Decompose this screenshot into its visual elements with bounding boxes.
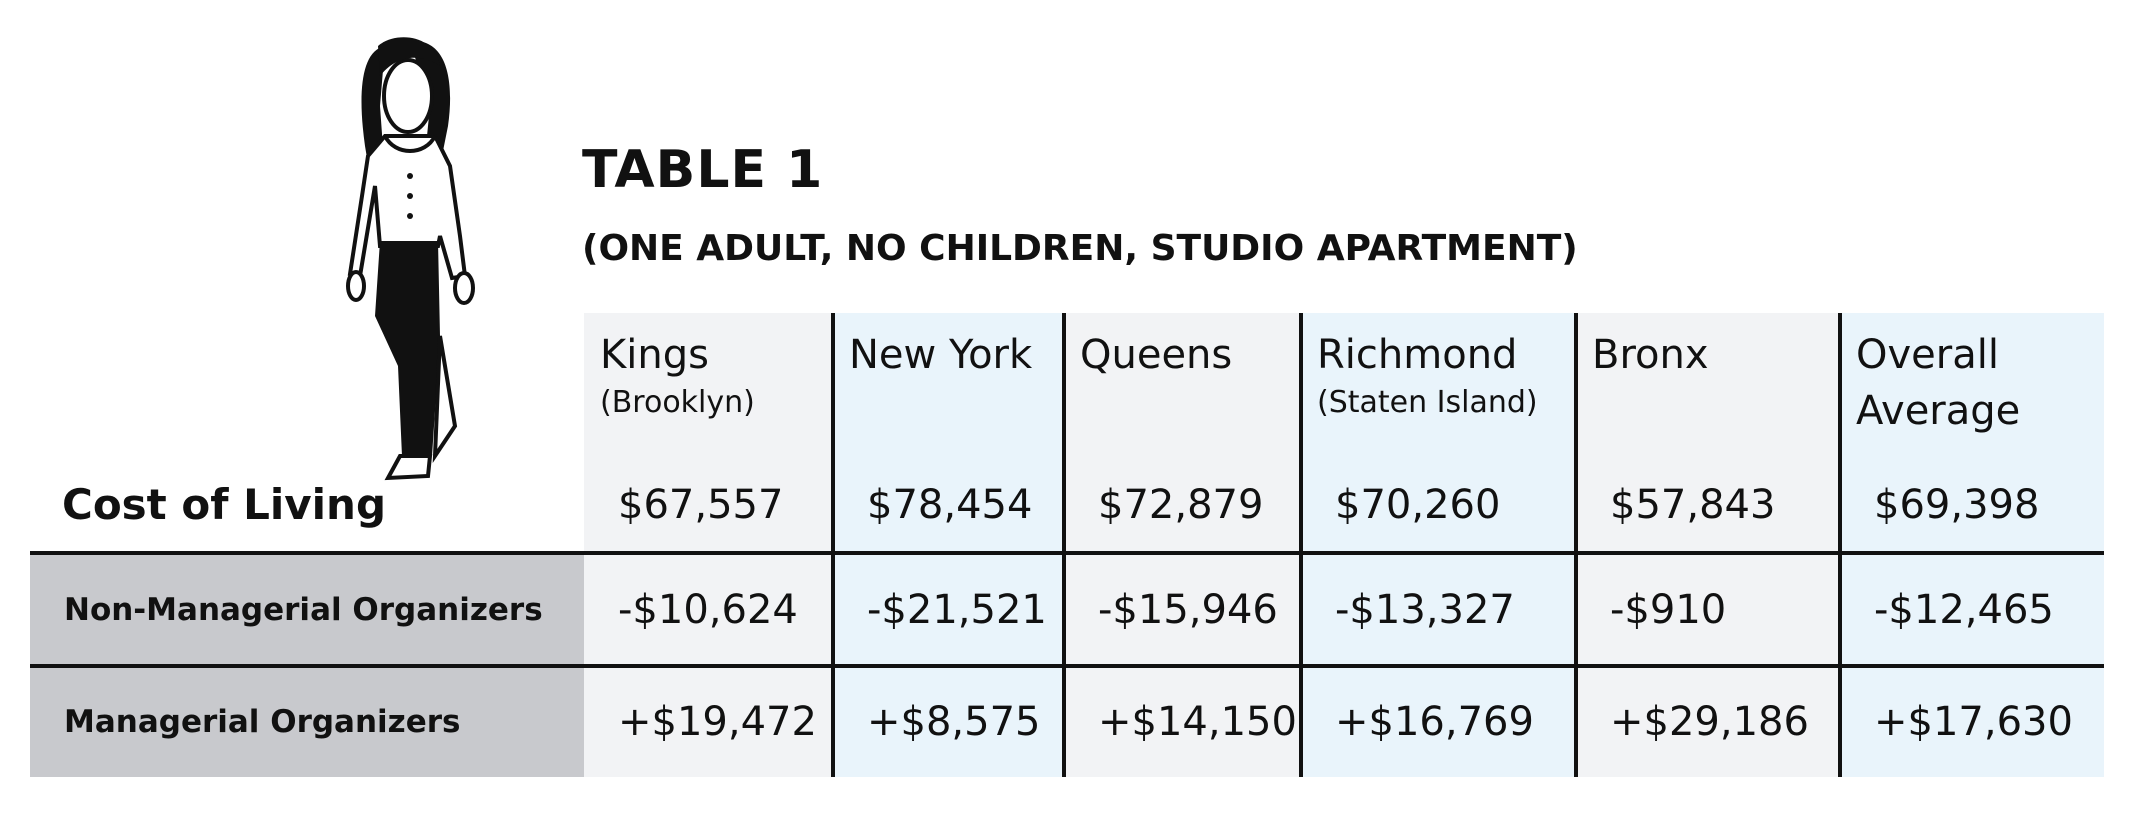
column-background xyxy=(833,313,1064,777)
column-header: Overall Average xyxy=(1840,313,2104,439)
column-background xyxy=(1301,313,1576,777)
row-label: Managerial Organizers xyxy=(30,666,584,777)
cost-value: $57,843 xyxy=(1610,482,1776,528)
column-name: Richmond xyxy=(1317,332,1518,378)
column-background xyxy=(1064,313,1301,777)
column-name: Bronx xyxy=(1592,332,1709,378)
cell-value: -$15,946 xyxy=(1098,586,1278,633)
cell-value: -$910 xyxy=(1610,586,1727,633)
cost-value: $70,260 xyxy=(1335,482,1501,528)
column-header: New York xyxy=(833,313,1064,383)
column-divider xyxy=(831,313,835,777)
row-divider xyxy=(30,551,2104,555)
cell-value: -$12,465 xyxy=(1874,586,2054,633)
column-header: Queens xyxy=(1064,313,1301,383)
cell-value: +$8,575 xyxy=(867,698,1041,745)
cell-value: -$10,624 xyxy=(618,586,798,633)
column-background xyxy=(1576,313,1840,777)
row-label: Non-Managerial Organizers xyxy=(30,553,584,666)
table-subtitle: (ONE ADULT, NO CHILDREN, STUDIO APARTMEN… xyxy=(582,228,1578,269)
column-header: Kings (Brooklyn) xyxy=(584,313,833,423)
column-divider xyxy=(1838,313,1842,777)
cell-value: +$16,769 xyxy=(1335,698,1534,745)
column-header: Bronx xyxy=(1576,313,1840,383)
column-name: New York xyxy=(849,332,1033,378)
row-label: Cost of Living xyxy=(62,480,387,529)
cost-value: $69,398 xyxy=(1874,482,2040,528)
cell-value: +$14,150 xyxy=(1098,698,1297,745)
column-background xyxy=(1840,313,2104,777)
column-divider xyxy=(1062,313,1066,777)
figure-illustration xyxy=(346,37,475,481)
column-name: Overall Average xyxy=(1856,332,2021,434)
cell-value: +$19,472 xyxy=(618,698,817,745)
cell-value: -$13,327 xyxy=(1335,586,1515,633)
cost-value: $67,557 xyxy=(618,482,784,528)
column-divider xyxy=(1574,313,1578,777)
row-divider xyxy=(30,664,2104,668)
cell-value: +$17,630 xyxy=(1874,698,2073,745)
column-subname: (Brooklyn) xyxy=(600,385,755,420)
column-name: Kings xyxy=(600,332,709,378)
column-name: Queens xyxy=(1080,332,1233,378)
column-background xyxy=(584,313,833,777)
cell-value: -$21,521 xyxy=(867,586,1047,633)
cost-value: $78,454 xyxy=(867,482,1033,528)
cell-value: +$29,186 xyxy=(1610,698,1809,745)
column-header: Richmond (Staten Island) xyxy=(1301,313,1576,423)
cost-value: $72,879 xyxy=(1098,482,1264,528)
column-subname: (Staten Island) xyxy=(1317,385,1538,420)
table-title: TABLE 1 xyxy=(582,140,824,200)
column-divider xyxy=(1299,313,1303,777)
